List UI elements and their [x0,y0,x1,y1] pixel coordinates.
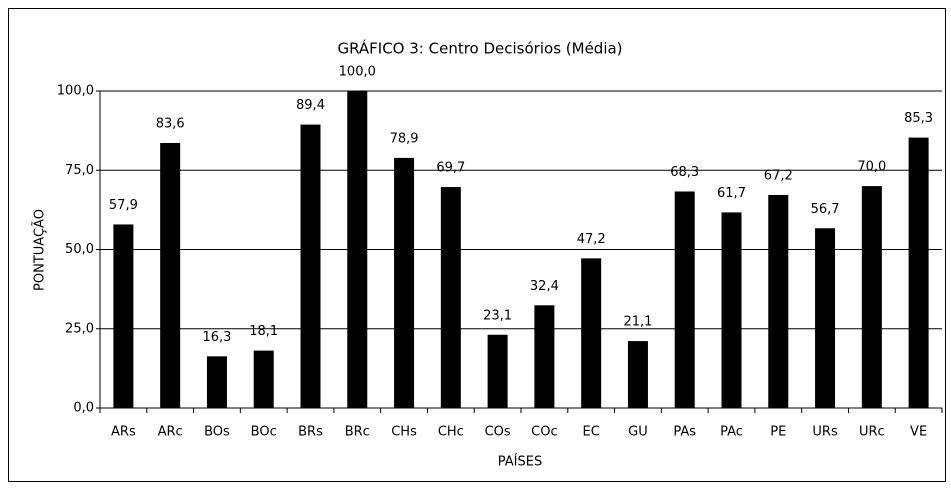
x-tick-label: VE [910,425,927,440]
bar [674,191,695,408]
x-tick-label: PAc [720,425,743,440]
x-tick-label: URs [812,425,838,440]
y-tick-label: 75,0 [65,163,94,178]
bar [160,142,181,408]
bar [534,305,555,408]
bar [113,224,134,408]
x-axis-label: PAÍSES [498,454,542,470]
bar [394,157,415,408]
y-tick-label: 50,0 [65,242,94,257]
y-tick-label: 25,0 [65,321,94,336]
value-label: 67,2 [764,168,793,183]
bar [347,91,368,408]
bar [581,258,602,408]
value-label: 83,6 [156,116,185,131]
x-tick-label: PAs [673,425,696,440]
value-label: 16,3 [202,330,231,345]
bar [908,137,929,408]
value-label: 18,1 [249,324,278,339]
x-tick-label: BOs [204,425,230,440]
value-label: 61,7 [717,186,746,201]
bar [206,356,227,408]
x-tick-label: EC [583,425,600,440]
x-tick-label: CHs [391,425,417,440]
value-label: 100,0 [339,65,376,80]
bar [487,334,508,408]
value-label: 85,3 [904,111,933,126]
value-label: 23,1 [483,308,512,323]
x-tick-label: ARc [158,425,183,440]
x-tick-label: CHc [438,425,464,440]
bar [300,124,321,409]
x-tick-label: GU [628,425,648,440]
bar [815,228,836,408]
chart-frame [8,8,946,482]
bar [768,194,789,408]
x-tick-label: COc [531,425,557,440]
x-tick-label: COs [485,425,511,440]
x-tick-label: URc [859,425,885,440]
bar [627,341,648,408]
value-label: 56,7 [811,202,840,217]
bar [721,212,742,408]
value-label: 47,2 [577,232,606,247]
y-tick-label: 0,0 [73,401,94,416]
y-axis-label: PONTUAÇÃO [32,209,48,291]
bar [253,350,274,408]
bar [861,186,882,408]
x-tick-label: BRc [345,425,370,440]
value-label: 69,7 [436,161,465,176]
value-label: 68,3 [670,165,699,180]
x-tick-label: BOc [251,425,277,440]
value-label: 70,0 [857,160,886,175]
x-tick-label: PE [770,425,786,440]
value-label: 89,4 [296,98,325,113]
value-label: 32,4 [530,279,559,294]
x-tick-label: ARs [111,425,136,440]
chart-title: GRÁFICO 3: Centro Decisórios (Média) [337,39,622,58]
value-label: 78,9 [390,131,419,146]
x-tick-label: BRs [298,425,323,440]
value-label: 57,9 [109,198,138,213]
value-label: 21,1 [623,315,652,330]
y-tick-label: 100,0 [57,84,94,99]
bar [440,187,461,408]
